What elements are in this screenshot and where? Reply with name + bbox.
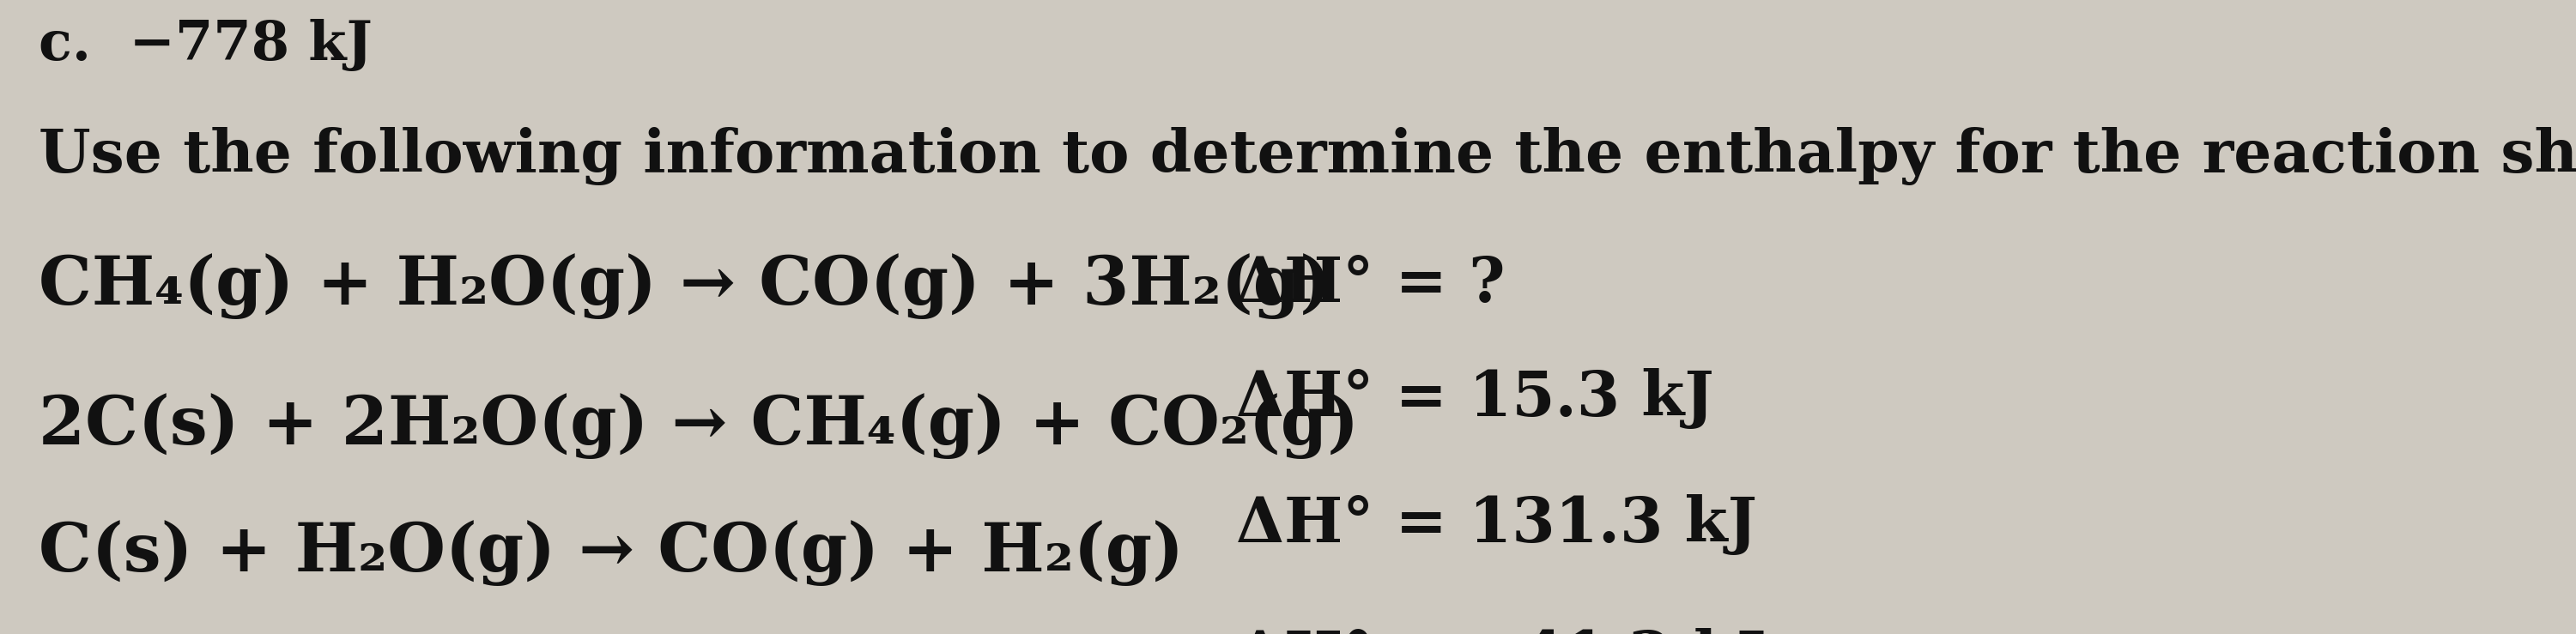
Text: ΔH° = 131.3 kJ: ΔH° = 131.3 kJ: [1236, 495, 1757, 555]
Text: CH₄(g) + H₂O(g) → CO(g) + 3H₂(g): CH₄(g) + H₂O(g) → CO(g) + 3H₂(g): [39, 254, 1332, 320]
Text: ΔH° = −41.2 kJ: ΔH° = −41.2 kJ: [1236, 628, 1767, 634]
Text: ΔH° = ?: ΔH° = ?: [1236, 254, 1504, 314]
Text: c.  −778 kJ: c. −778 kJ: [39, 19, 374, 72]
Text: ΔH° = 15.3 kJ: ΔH° = 15.3 kJ: [1236, 368, 1713, 429]
Text: 2C(s) + 2H₂O(g) → CH₄(g) + CO₂(g): 2C(s) + 2H₂O(g) → CH₄(g) + CO₂(g): [39, 393, 1358, 459]
Text: C(s) + H₂O(g) → CO(g) + H₂(g): C(s) + H₂O(g) → CO(g) + H₂(g): [39, 520, 1182, 586]
Text: Use the following information to determine the enthalpy for the reaction shown b: Use the following information to determi…: [39, 127, 2576, 185]
